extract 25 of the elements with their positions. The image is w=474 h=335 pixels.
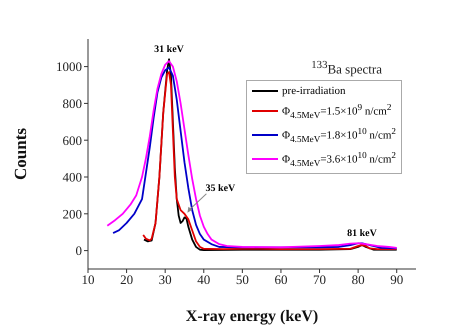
y-tick-label: 0: [76, 243, 82, 258]
x-tick-label: 90: [390, 272, 404, 288]
annotation: 81 keV: [347, 228, 378, 240]
x-tick-label: 50: [236, 272, 249, 288]
y-axis-title: Counts: [11, 128, 30, 180]
x-tick-label: 10: [82, 272, 94, 288]
legend-label: Φ$_{4.5MeV}$=1.5×10$^{9}$ n/cm$^{2}$: [282, 101, 392, 122]
x-tick-label: 30: [158, 272, 172, 288]
text: $^{133}$Ba spectra: [311, 59, 382, 78]
y-tick-label: 400: [62, 170, 82, 185]
legend-label: Φ$_{4.5MeV}$=3.6×10$^{10}$ n/cm$^{2}$: [282, 148, 396, 170]
legend-label: pre-irradiation: [282, 84, 346, 99]
x-tick-label: 40: [197, 272, 210, 288]
x-tick-label: 60: [274, 272, 288, 288]
annotation: 31 keV: [154, 44, 185, 56]
y-tick-label: 1000: [56, 59, 82, 74]
x-tick-label: 20: [120, 272, 134, 288]
y-tick-label: 800: [62, 96, 82, 112]
x-tick-label: 70: [313, 272, 326, 288]
y-tick-label: 600: [62, 132, 82, 148]
x-tick-label: 80: [352, 272, 365, 288]
annotation: 35 keV: [206, 182, 236, 194]
x-axis-title: X-ray energy (keV): [186, 308, 318, 325]
y-tick-label: 200: [62, 206, 82, 222]
legend-label: Φ$_{4.5MeV}$=1.8×10$^{10}$ n/cm$^{2}$: [282, 124, 396, 146]
